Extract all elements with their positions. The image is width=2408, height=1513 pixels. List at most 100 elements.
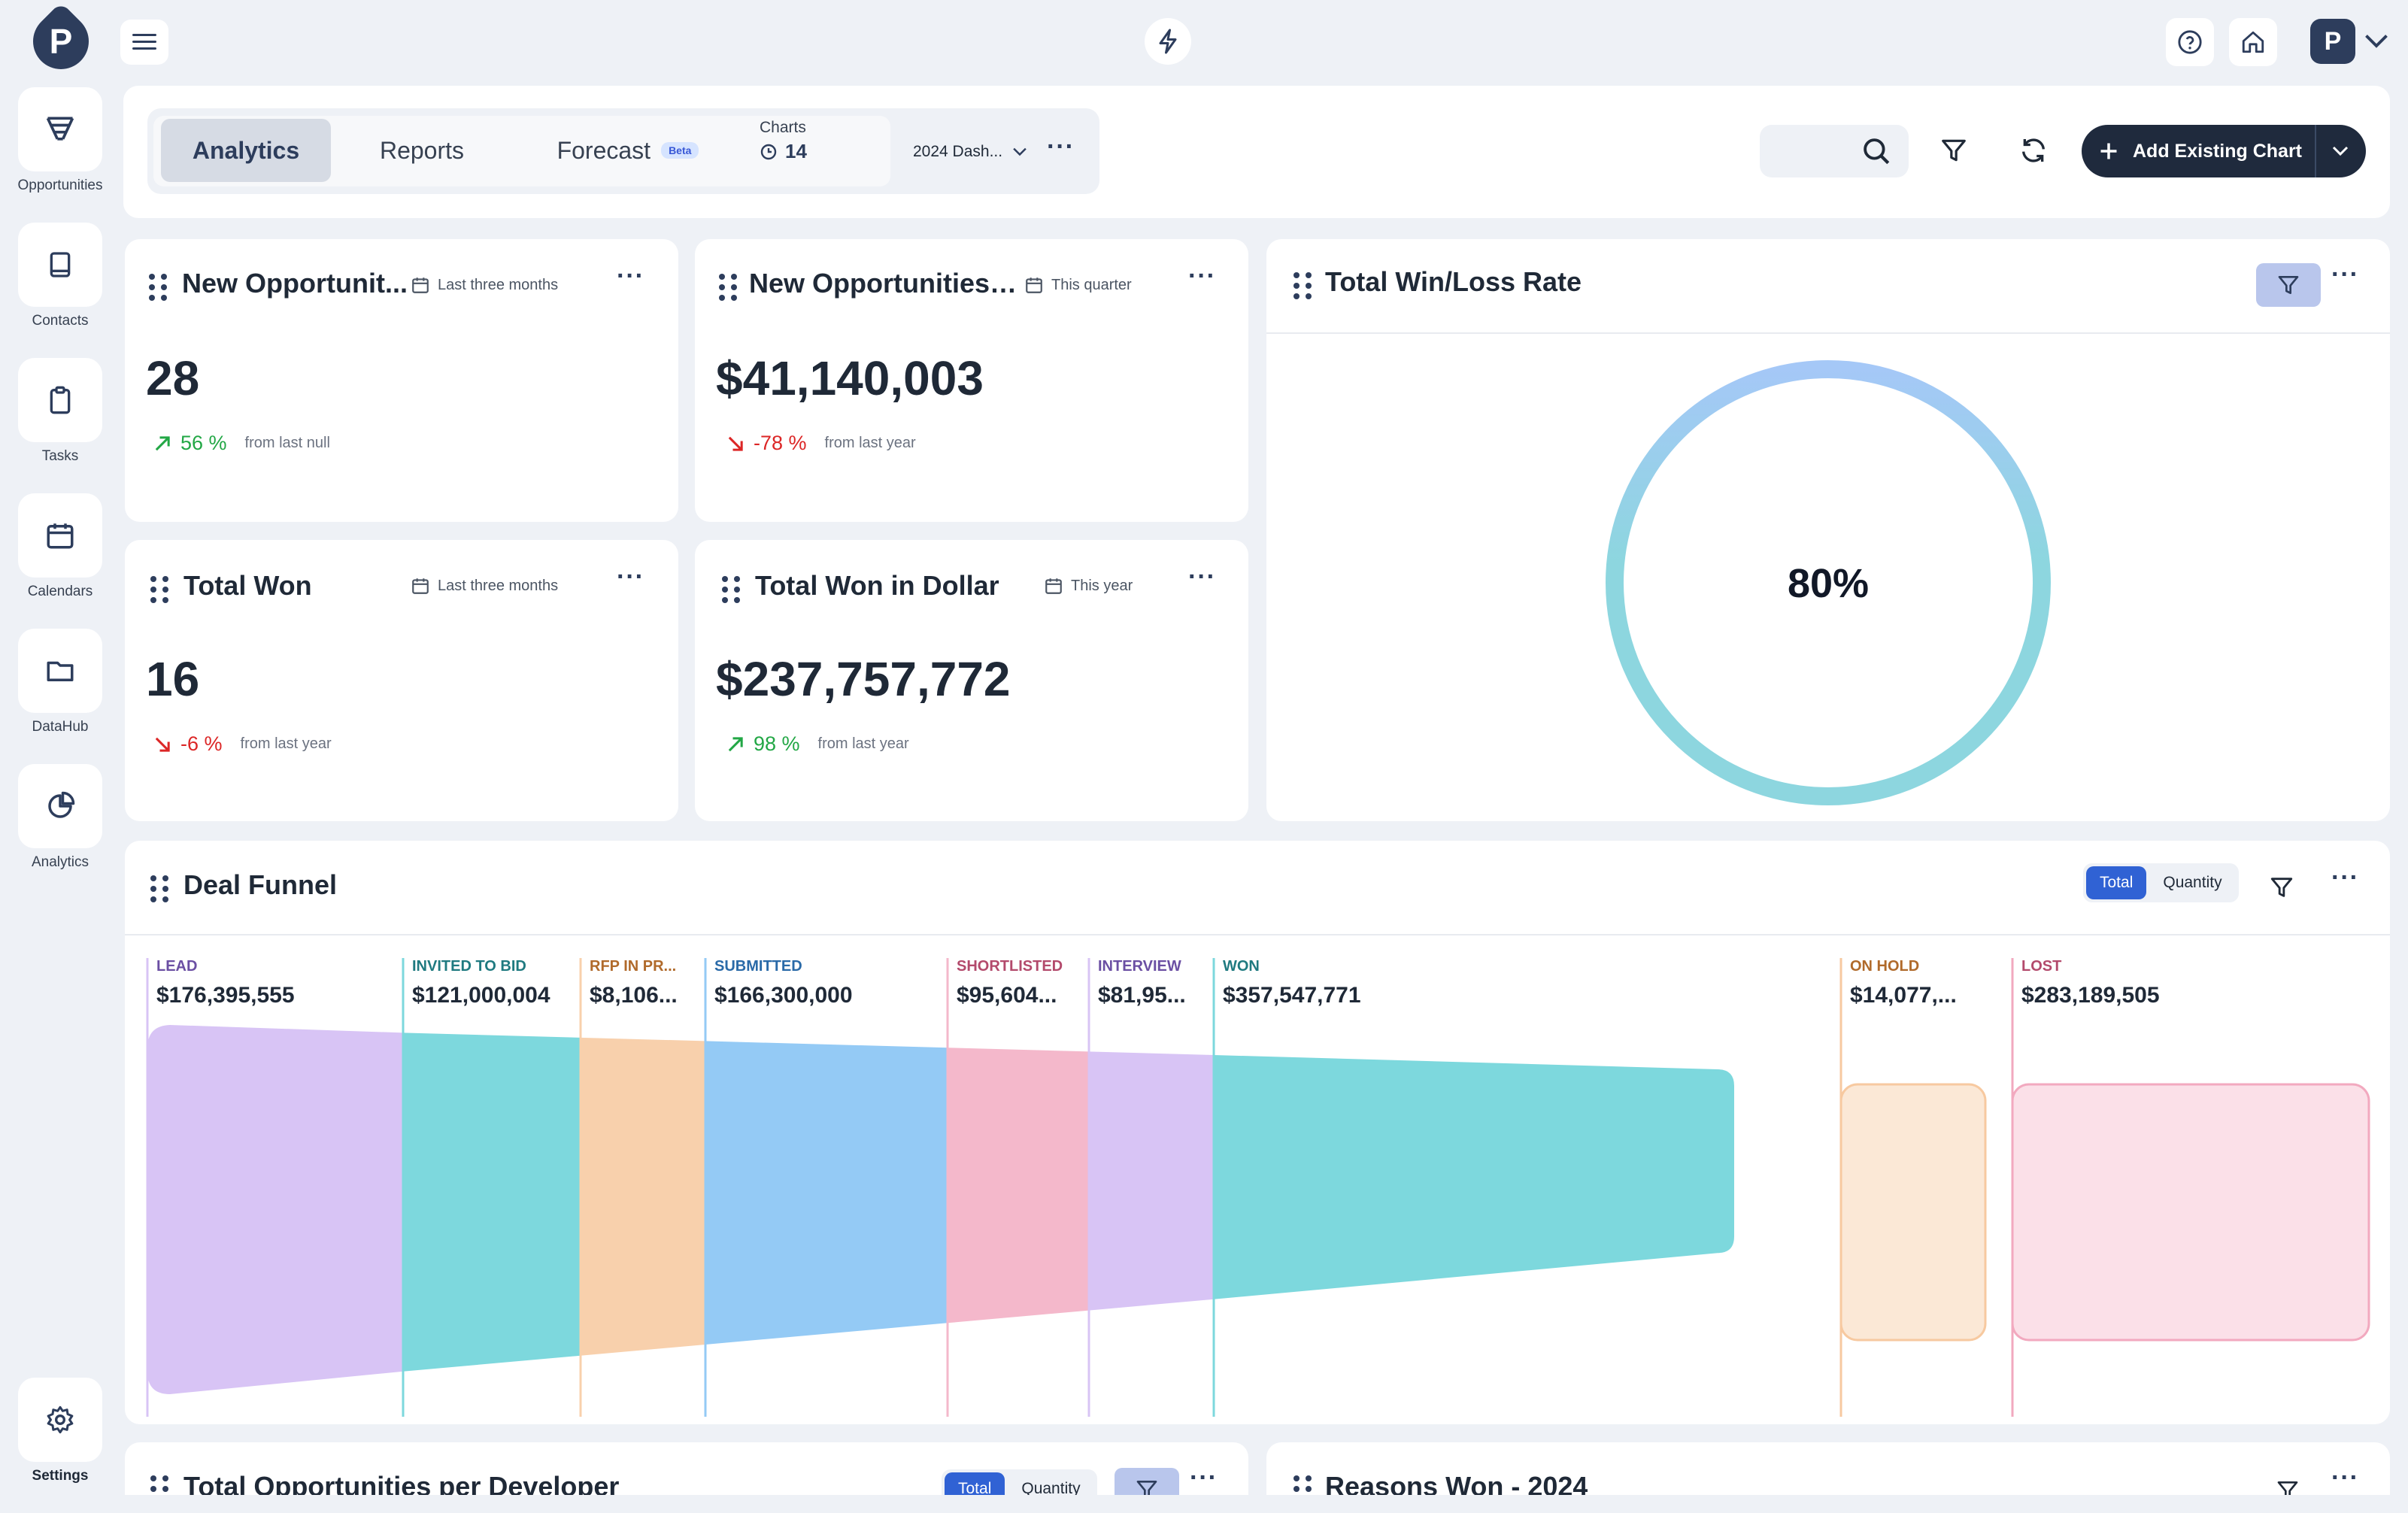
funnel-side-segment[interactable] xyxy=(2011,1083,2370,1342)
card-title: New Opportunit... xyxy=(182,268,408,299)
card-more-icon[interactable]: ··· xyxy=(1188,562,1216,591)
funnel-stage-header: LEAD $176,395,555 xyxy=(156,958,295,1008)
home-button[interactable] xyxy=(2229,18,2277,66)
drag-handle-icon[interactable] xyxy=(1293,272,1312,299)
add-chart-label: Add Existing Chart xyxy=(2133,140,2303,162)
funnel-stage-header: SHORTLISTED $95,604... xyxy=(957,958,1063,1008)
funnel-segment[interactable] xyxy=(403,1032,581,1372)
funnel-stage-value: $95,604... xyxy=(957,983,1057,1008)
winloss-ring xyxy=(1606,360,2051,805)
charts-label: Charts xyxy=(760,119,806,136)
refresh-button[interactable] xyxy=(2015,132,2052,168)
drag-handle-icon[interactable] xyxy=(150,576,168,603)
dashboard-more-icon[interactable]: ··· xyxy=(1047,132,1075,161)
funnel-segment[interactable] xyxy=(705,1041,948,1345)
sidebar-item-contacts[interactable] xyxy=(18,223,102,307)
clock-icon xyxy=(760,144,777,159)
app-logo[interactable]: P xyxy=(21,2,101,81)
user-menu[interactable]: P xyxy=(2304,15,2396,68)
funnel-stage-value: $166,300,000 xyxy=(714,983,853,1008)
drag-handle-icon[interactable] xyxy=(149,274,167,301)
winloss-card: Total Win/Loss Rate ··· 80% xyxy=(1266,239,2390,821)
card-more-icon[interactable]: ··· xyxy=(2331,260,2359,289)
funnel-stage-value: $14,077,... xyxy=(1850,983,1957,1008)
dashboard-select[interactable]: 2024 Dash... xyxy=(913,137,1033,167)
card-title: New Opportunities i... xyxy=(749,268,1020,299)
kpi-value: 16 xyxy=(146,652,200,706)
help-button[interactable] xyxy=(2166,18,2214,66)
sidebar-item-analytics[interactable] xyxy=(18,764,102,848)
tab-reports[interactable]: Reports xyxy=(379,136,465,164)
funnel-stage-value: $121,000,004 xyxy=(412,983,550,1008)
card-more-icon[interactable]: ··· xyxy=(1188,262,1216,290)
winloss-value: 80% xyxy=(1788,561,1869,606)
arrow-down-right-icon xyxy=(728,436,743,451)
drag-handle-icon[interactable] xyxy=(722,576,740,603)
card-more-icon[interactable]: ··· xyxy=(617,262,644,290)
kpi-card-new-opportunities: New Opportunit... Last three months ··· … xyxy=(125,239,678,522)
search-icon xyxy=(1864,138,1890,165)
kpi-value: $237,757,772 xyxy=(716,652,1011,706)
add-existing-chart-button[interactable]: Add Existing Chart xyxy=(2082,125,2366,177)
funnel-stage-label: INTERVIEW xyxy=(1098,958,1181,975)
winloss-filter-button[interactable] xyxy=(2256,263,2321,307)
sidebar-item-calendars[interactable] xyxy=(18,493,102,578)
kpi-card-total-won: Total Won Last three months ··· 16 -6 % f… xyxy=(125,540,678,821)
kpi-card-new-opportunities-value: New Opportunities i... This quarter ··· … xyxy=(695,239,1248,522)
filter-funnel-icon xyxy=(46,117,74,141)
funnel-segment[interactable] xyxy=(1089,1051,1214,1311)
dashboard-select-value: 2024 Dash... xyxy=(913,143,1003,160)
sidebar-label-settings: Settings xyxy=(32,1468,89,1484)
search-input[interactable] xyxy=(1760,125,1909,177)
filter-icon xyxy=(2278,276,2299,294)
sidebar-label: Contacts xyxy=(32,313,89,329)
funnel-segment[interactable] xyxy=(948,1048,1089,1323)
sidebar-label: DataHub xyxy=(32,719,89,735)
sidebar-item-tasks[interactable] xyxy=(18,358,102,442)
calendar-icon xyxy=(47,523,74,549)
funnel-side-segment[interactable] xyxy=(1839,1083,1987,1342)
card-title: Total Win/Loss Rate xyxy=(1325,266,1582,297)
quick-actions-button[interactable] xyxy=(1145,18,1191,65)
sidebar-item-opportunities[interactable] xyxy=(18,87,102,171)
sidebar-item-settings[interactable] xyxy=(18,1378,102,1462)
period-label[interactable]: This year xyxy=(1044,576,1133,596)
toggle-total[interactable]: Total xyxy=(2086,866,2147,899)
card-more-icon[interactable]: ··· xyxy=(1190,1463,1218,1492)
calendar-icon xyxy=(412,277,429,293)
card-more-icon[interactable]: ··· xyxy=(2331,863,2359,892)
card-more-icon[interactable]: ··· xyxy=(2331,1463,2359,1492)
kpi-delta: -6 % from last year xyxy=(152,732,332,756)
calendar-icon xyxy=(412,578,429,594)
funnel-stage-label: ON HOLD xyxy=(1850,958,1920,975)
funnel-stage-value: $8,106... xyxy=(590,983,678,1008)
filter-button[interactable] xyxy=(1936,132,1972,168)
funnel-stage-header: WON $357,547,771 xyxy=(1223,958,1361,1008)
funnel-segment[interactable] xyxy=(147,1025,403,1394)
funnel-stage-label: SHORTLISTED xyxy=(957,958,1063,975)
funnel-chart: LEAD $176,395,555 INVITED TO BID $121,000,0… xyxy=(146,958,2370,1417)
drag-handle-icon[interactable] xyxy=(150,875,168,902)
menu-button[interactable] xyxy=(120,20,168,65)
funnel-stage-header: LOST $283,189,505 xyxy=(2021,958,2160,1008)
toggle-quantity[interactable]: Quantity xyxy=(2163,874,2222,891)
help-circle-icon xyxy=(2178,30,2202,54)
funnel-filter-button[interactable] xyxy=(2265,871,2298,904)
card-title: Deal Funnel xyxy=(183,869,338,900)
period-label[interactable]: This quarter xyxy=(1024,275,1132,295)
toggle-quantity[interactable]: Quantity xyxy=(1021,1480,1081,1497)
charts-count: 14 xyxy=(785,140,807,162)
kpi-delta: 56 % from last null xyxy=(152,432,330,455)
period-label[interactable]: Last three months xyxy=(411,576,558,596)
add-chart-dropdown[interactable] xyxy=(2324,140,2357,162)
period-label[interactable]: Last three months xyxy=(411,275,558,295)
funnel-segment[interactable] xyxy=(1214,1054,1734,1299)
funnel-segment[interactable] xyxy=(581,1037,705,1356)
card-more-icon[interactable]: ··· xyxy=(617,562,644,591)
tab-forecast[interactable]: Forecast Beta xyxy=(519,119,737,182)
tab-analytics[interactable]: Analytics xyxy=(161,119,331,182)
funnel-stage-header: SUBMITTED $166,300,000 xyxy=(714,958,853,1008)
beta-badge: Beta xyxy=(661,142,699,159)
drag-handle-icon[interactable] xyxy=(719,274,737,301)
sidebar-item-datahub[interactable] xyxy=(18,629,102,713)
